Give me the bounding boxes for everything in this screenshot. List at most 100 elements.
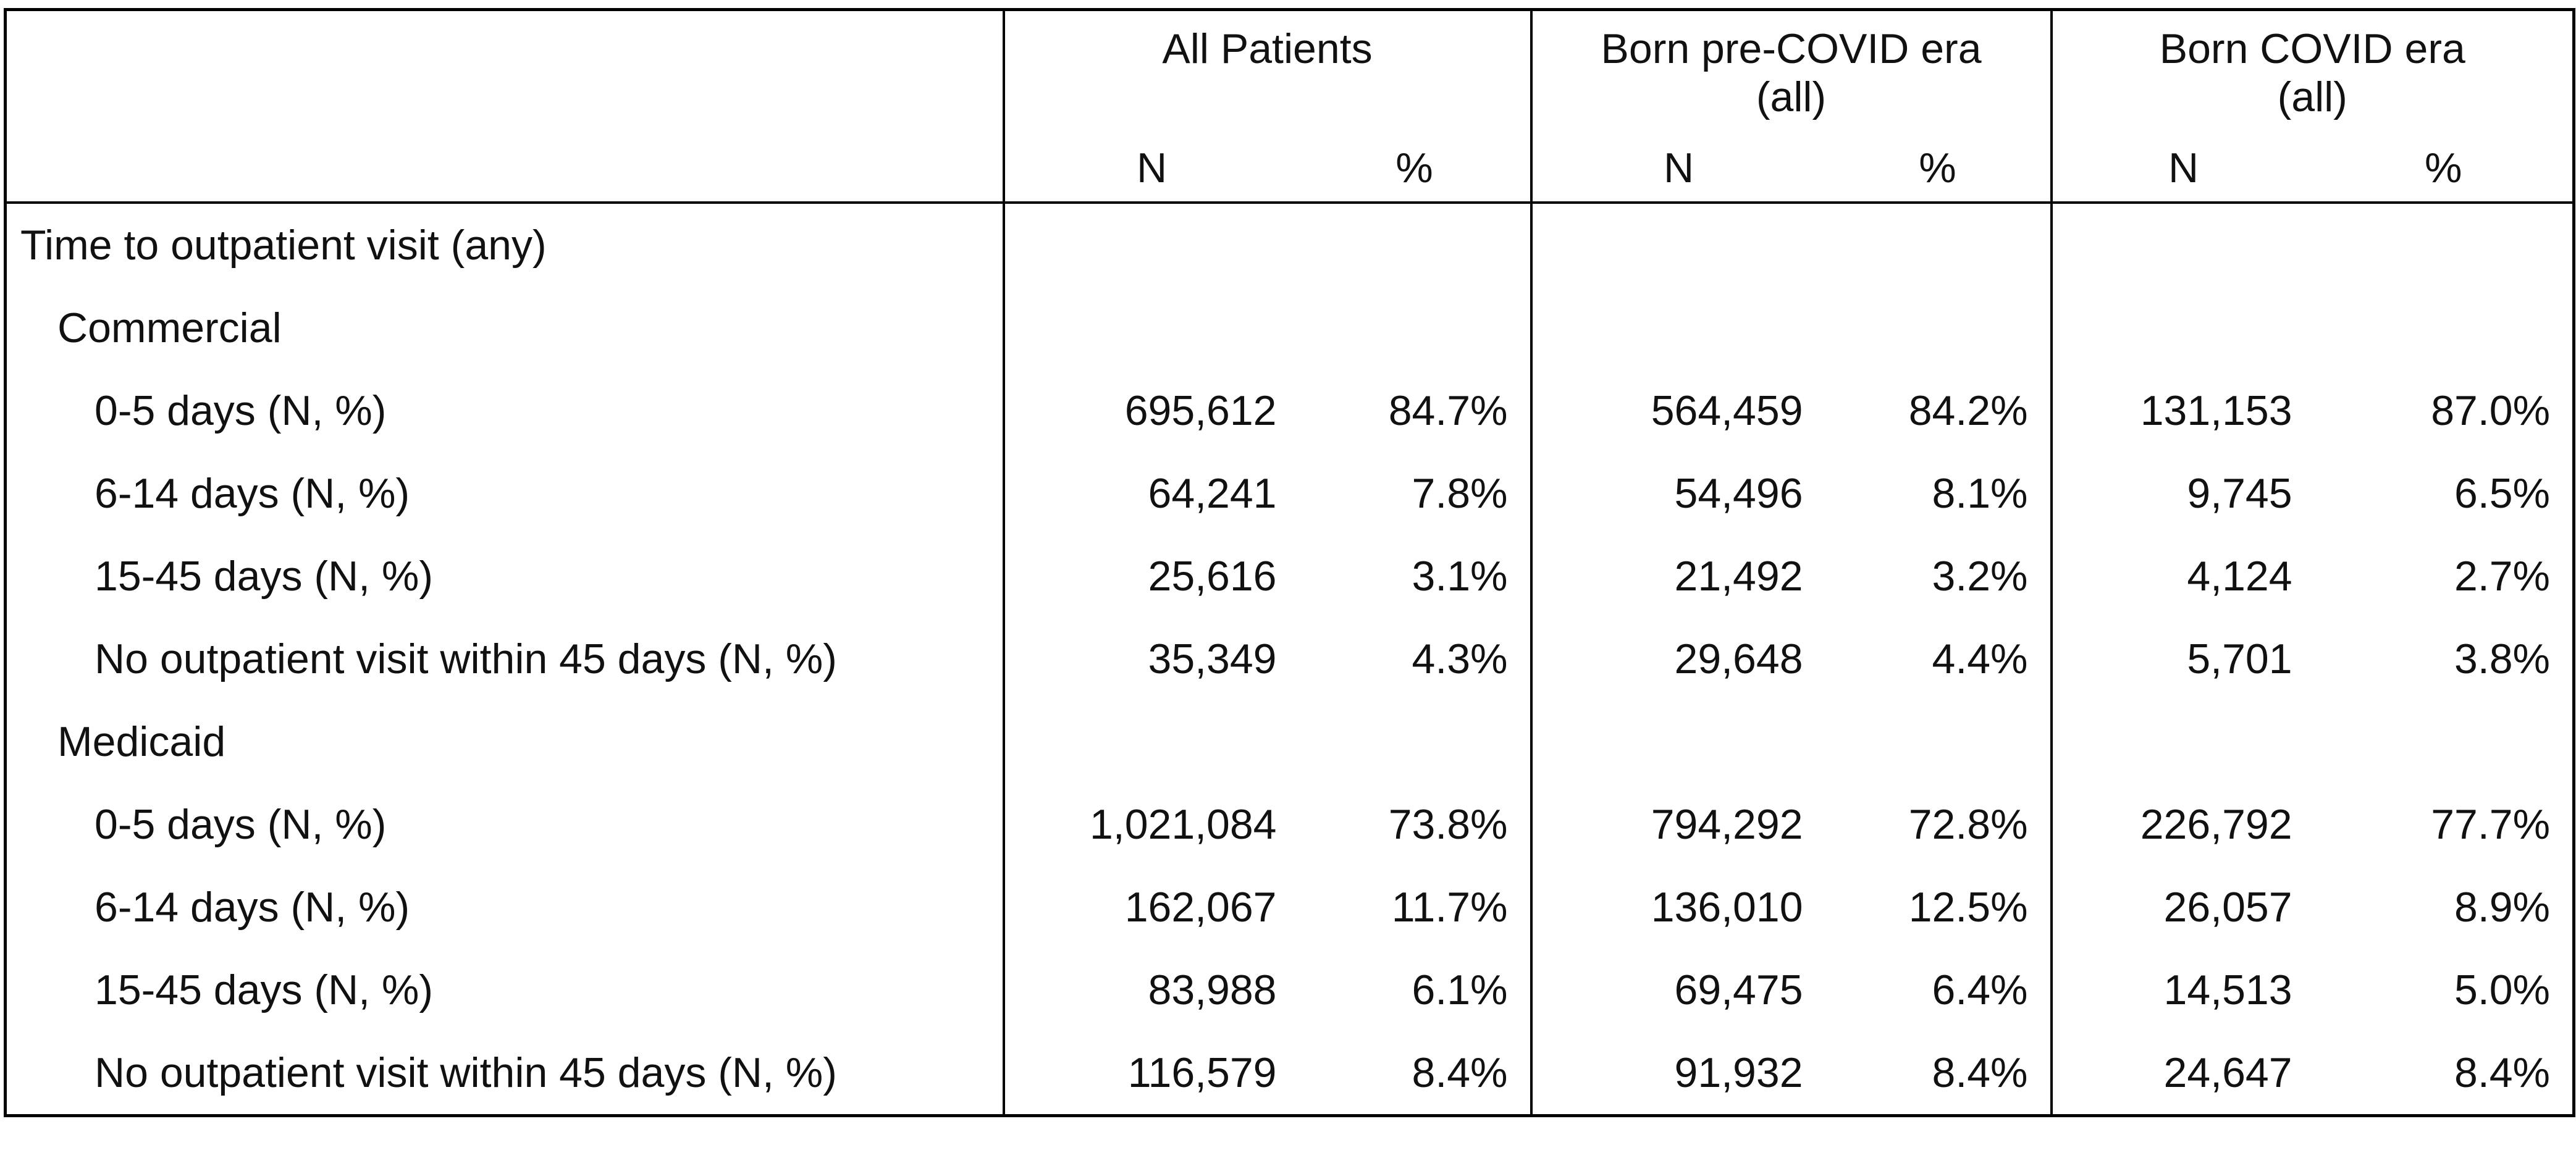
cell-percent: 8.1%: [1932, 469, 2028, 517]
header-group-row: All Patients Born pre-COVID era (all) Bo…: [6, 9, 2574, 135]
table-row: 0-5 days (N, %) 1,021,084 73.8% 794,292 72.8…: [6, 783, 2574, 866]
table-row: 15-45 days (N, %) 83,988 6.1% 69,475 6.4% 14,…: [6, 949, 2574, 1031]
cell-count: 5,701: [2050, 618, 2315, 700]
cell-percent: [1825, 700, 2052, 783]
cell-percent: [1299, 287, 1531, 369]
cell-count: 14,513: [2050, 949, 2315, 1031]
cell-count: 69,475: [1530, 949, 1825, 1031]
table-row: 15-45 days (N, %) 25,616 3.1% 21,492 3.2% 4,1…: [6, 535, 2574, 618]
cell-percent: [2315, 700, 2574, 783]
row-label: 15-45 days (N, %): [95, 552, 433, 600]
cell-percent: 7.8%: [1412, 469, 1508, 517]
cell-percent: 72.8%: [1908, 800, 2028, 848]
cell-count: [1002, 287, 1299, 369]
group-header-line2: (all): [2277, 73, 2347, 121]
cell-percent: 8.4%: [1412, 1049, 1508, 1096]
cell-count: [1002, 201, 1299, 287]
row-label: Time to outpatient visit (any): [5, 201, 1004, 287]
row-label: 6-14 days (N, %): [95, 469, 410, 517]
cell-percent: 6.5%: [2454, 469, 2551, 517]
row-label: 15-45 days (N, %): [95, 966, 433, 1013]
group-header-all-patients: All Patients: [1002, 9, 1531, 135]
cell-percent: 87.0%: [2431, 387, 2551, 434]
cell-percent: [1299, 201, 1531, 287]
group-header-line1: Born pre-COVID era: [1601, 25, 1982, 72]
cell-percent: 3.2%: [1932, 552, 2028, 600]
table-row: 6-14 days (N, %) 64,241 7.8% 54,496 8.1% 9,74…: [6, 452, 2574, 535]
cell-count: 29,648: [1530, 618, 1825, 700]
cell-percent: 2.7%: [2454, 552, 2551, 600]
cell-count: 695,612: [1002, 369, 1299, 452]
cell-count: [2050, 700, 2315, 783]
cell-count: 35,349: [1002, 618, 1299, 700]
cell-count: [2050, 201, 2315, 287]
sub-header-percent: %: [1395, 144, 1433, 191]
cell-count: 26,057: [2050, 866, 2315, 949]
group-header-line1: Born COVID era: [2159, 25, 2465, 72]
group-header-born-covid: Born COVID era (all): [2050, 9, 2574, 135]
cell-count: 4,124: [2050, 535, 2315, 618]
cell-percent: 8.4%: [2454, 1049, 2551, 1096]
cell-percent: 84.2%: [1908, 387, 2028, 434]
cell-count: 794,292: [1530, 783, 1825, 866]
cell-percent: [1299, 700, 1531, 783]
cell-percent: 4.4%: [1932, 635, 2028, 682]
cell-count: 83,988: [1002, 949, 1299, 1031]
header-sub-row: N % N % N %: [6, 135, 2574, 203]
cell-count: 136,010: [1530, 866, 1825, 949]
cell-count: 162,067: [1002, 866, 1299, 949]
cell-percent: 8.4%: [1932, 1049, 2028, 1096]
group-header-line2: (all): [1756, 73, 1827, 121]
table-body: Time to outpatient visit (any) Commercial…: [5, 201, 2574, 1116]
table-row: Commercial: [6, 287, 2574, 369]
cell-count: 54,496: [1530, 452, 1825, 535]
cell-count: [1530, 287, 1825, 369]
table-row: No outpatient visit within 45 days (N, %…: [6, 1031, 2574, 1116]
sub-header-n: N: [1530, 135, 1825, 203]
cell-percent: 5.0%: [2454, 966, 2551, 1013]
cell-count: 64,241: [1002, 452, 1299, 535]
cell-percent: 11.7%: [1391, 883, 1508, 931]
table-row: No outpatient visit within 45 days (N, %…: [6, 618, 2574, 700]
cell-percent: 3.1%: [1412, 552, 1508, 600]
cell-count: 91,932: [1530, 1031, 1825, 1116]
sub-header-n: N: [2050, 135, 2315, 203]
row-label: 0-5 days (N, %): [95, 387, 387, 434]
row-label: Medicaid: [57, 718, 226, 765]
cell-percent: 12.5%: [1908, 883, 2028, 931]
row-label: Commercial: [57, 304, 282, 351]
cell-percent: [2315, 287, 2574, 369]
cell-count: [1002, 700, 1299, 783]
cell-count: [1530, 201, 1825, 287]
cell-count: 131,153: [2050, 369, 2315, 452]
table-row: 0-5 days (N, %) 695,612 84.7% 564,459 84.2% 1…: [6, 369, 2574, 452]
sub-header-n: N: [1002, 135, 1299, 203]
cell-percent: 8.9%: [2454, 883, 2551, 931]
cell-percent: 3.8%: [2454, 635, 2551, 682]
cell-percent: 6.4%: [1932, 966, 2028, 1013]
cell-count: 564,459: [1530, 369, 1825, 452]
cell-count: 116,579: [1002, 1031, 1299, 1116]
header-row-label-cell: [6, 135, 1004, 203]
header-corner-cell: [6, 10, 1004, 135]
table-row: Medicaid: [6, 700, 2574, 783]
cell-percent: 84.7%: [1388, 387, 1508, 434]
cell-percent: 4.3%: [1412, 635, 1508, 682]
cell-count: 1,021,084: [1002, 783, 1299, 866]
table-header: All Patients Born pre-COVID era (all) Bo…: [6, 9, 2574, 203]
row-label: No outpatient visit within 45 days (N, %…: [95, 635, 837, 682]
cell-percent: [1825, 287, 2052, 369]
cell-percent: [1825, 201, 2052, 287]
table-row: 6-14 days (N, %) 162,067 11.7% 136,010 12.5%…: [6, 866, 2574, 949]
cell-count: 9,745: [2050, 452, 2315, 535]
sub-header-percent: %: [2425, 144, 2462, 191]
cell-count: 25,616: [1002, 535, 1299, 618]
row-label: 0-5 days (N, %): [95, 800, 387, 848]
row-label: No outpatient visit within 45 days (N, %…: [95, 1049, 837, 1096]
sub-header-percent: %: [1919, 144, 1956, 191]
cell-percent: 77.7%: [2431, 800, 2551, 848]
data-table: All Patients Born pre-COVID era (all) Bo…: [4, 8, 2576, 1117]
cell-percent: [2314, 201, 2574, 287]
cell-count: [1530, 700, 1825, 783]
